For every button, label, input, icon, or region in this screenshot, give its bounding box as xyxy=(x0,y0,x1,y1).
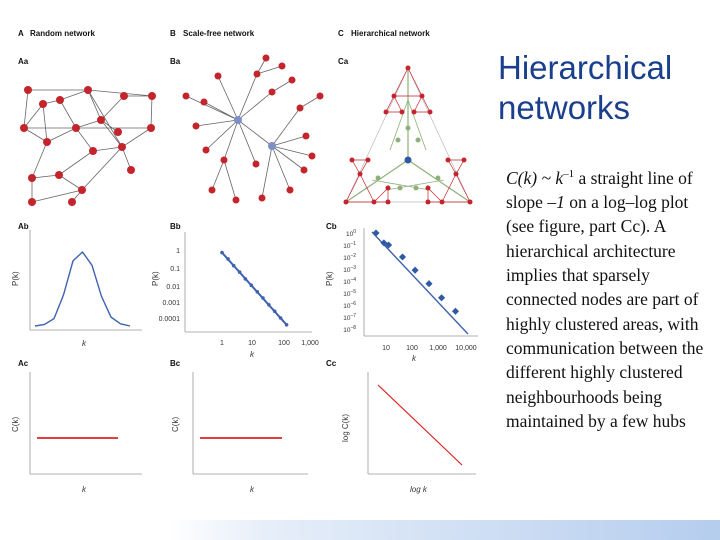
slide-title-line2: networks xyxy=(498,89,631,126)
panel-ab-xlabel: k xyxy=(82,339,87,348)
panel-cb-xlabel: k xyxy=(412,354,417,363)
scale-free-network-diagram xyxy=(185,57,321,201)
panel-cc-frame xyxy=(367,372,476,475)
slide-body-text: C(k) ~ k–1 a straight line of slope –1 o… xyxy=(506,162,712,433)
cb-xtick: 10,000 xyxy=(455,345,477,352)
cb-ytick: 10–7 xyxy=(343,313,356,322)
cb-data-point xyxy=(372,229,380,237)
cb-ytick: 10–2 xyxy=(343,253,356,262)
panel-cc-xlabel: log k xyxy=(410,485,428,494)
panel-cb-points xyxy=(372,229,460,315)
cb-data-point xyxy=(411,266,419,274)
random-network-nodes xyxy=(20,86,156,206)
panel-bb-xlabel: k xyxy=(250,350,255,359)
panel-cb-ylabel: P(k) xyxy=(325,271,334,286)
bb-ytick: 0.0001 xyxy=(159,316,181,323)
panel-label-cb: Cb xyxy=(326,222,337,231)
figure-panel-grid: A Random network B Scale-free network C … xyxy=(11,29,478,494)
panel-label-ca: Ca xyxy=(338,57,349,66)
cb-ytick: 10–4 xyxy=(343,277,356,286)
panel-cb-frame xyxy=(363,228,478,337)
bb-xtick: 1 xyxy=(220,340,224,347)
panel-bc-frame xyxy=(192,372,308,475)
cb-ytick: 10–6 xyxy=(343,301,356,310)
panel-bb-fit-line xyxy=(221,251,288,326)
body-formula: C(k) ~ k xyxy=(506,167,564,188)
cb-xtick: 100 xyxy=(406,345,418,352)
panel-ac-ylabel: C(k) xyxy=(11,417,20,432)
panel-label-cc: Cc xyxy=(326,359,337,368)
panel-label-bb: Bb xyxy=(170,222,181,231)
cb-data-point xyxy=(398,253,407,261)
header-c-letter: C xyxy=(338,29,344,38)
panel-cb-fit-line xyxy=(371,231,469,335)
hierarchical-network-diagram xyxy=(343,65,473,205)
panel-bc-ylabel: C(k) xyxy=(171,417,180,432)
bb-xtick: 1,000 xyxy=(301,340,319,347)
bb-ytick: 0.01 xyxy=(166,284,180,291)
panel-label-ac: Ac xyxy=(18,359,29,368)
header-a-label: Random network xyxy=(30,29,95,38)
panel-label-ab: Ab xyxy=(18,222,29,231)
panel-bb-x-ticks: 1 10 100 1,000 xyxy=(220,340,319,347)
panel-ab-curve xyxy=(34,250,131,327)
panel-bb-ylabel: P(k) xyxy=(151,271,160,286)
cb-data-point xyxy=(385,241,393,249)
panel-cb-y-ticks: 100 10–1 10–2 10–3 10–4 10–5 10–6 10–7 1… xyxy=(343,229,356,334)
panel-label-ba: Ba xyxy=(170,57,181,66)
panel-cc-slope-line xyxy=(377,384,463,466)
body-part1: a straight line of slope xyxy=(506,167,693,213)
cb-ytick: 10–8 xyxy=(343,325,356,334)
slide-bottom-bar xyxy=(168,520,720,540)
panel-cb-x-ticks: 10 100 1,000 10,000 xyxy=(382,345,477,352)
body-part2: on a log–log plot (see figure, part Cc).… xyxy=(506,192,704,431)
panel-cc-ylabel: log C(k) xyxy=(341,414,350,442)
panel-ab-ylabel: P(k) xyxy=(11,271,20,286)
cb-ytick: 100 xyxy=(346,229,356,238)
panel-ac-xlabel: k xyxy=(82,485,87,494)
slide-title-line1: Hierarchical xyxy=(498,49,673,86)
header-b-label: Scale-free network xyxy=(183,29,255,38)
cb-xtick: 1,000 xyxy=(429,345,447,352)
panel-label-aa: Aa xyxy=(18,57,29,66)
cb-ytick: 10–5 xyxy=(343,289,356,298)
cb-ytick: 10–1 xyxy=(343,241,356,250)
bb-ytick: 0.001 xyxy=(162,300,180,307)
scale-free-network-hubs xyxy=(234,116,276,150)
panel-ab-frame xyxy=(29,230,142,331)
panel-label-bc: Bc xyxy=(170,359,181,368)
cb-data-point xyxy=(451,307,460,315)
header-a-letter: A xyxy=(18,29,24,38)
header-b-letter: B xyxy=(170,29,176,38)
panel-bb-frame xyxy=(184,232,312,333)
bb-xtick: 10 xyxy=(248,340,256,347)
panel-bc-xlabel: k xyxy=(250,485,255,494)
scale-free-network-nodes xyxy=(182,54,324,204)
bb-ytick: 1 xyxy=(176,248,180,255)
slide-title: Hierarchical networks xyxy=(498,48,713,128)
cb-data-point xyxy=(438,294,446,302)
cb-ytick: 10–3 xyxy=(343,265,356,274)
body-slope: –1 xyxy=(547,192,565,213)
bb-ytick: 0.1 xyxy=(170,266,180,273)
cb-xtick: 10 xyxy=(382,345,390,352)
panel-ac-frame xyxy=(29,372,142,475)
header-c-label: Hierarchical network xyxy=(351,29,430,38)
cb-data-point xyxy=(425,280,433,288)
body-exponent: –1 xyxy=(563,168,575,180)
panel-bb-y-ticks: 1 0.1 0.01 0.001 0.0001 xyxy=(159,248,181,323)
bb-xtick: 100 xyxy=(278,340,290,347)
